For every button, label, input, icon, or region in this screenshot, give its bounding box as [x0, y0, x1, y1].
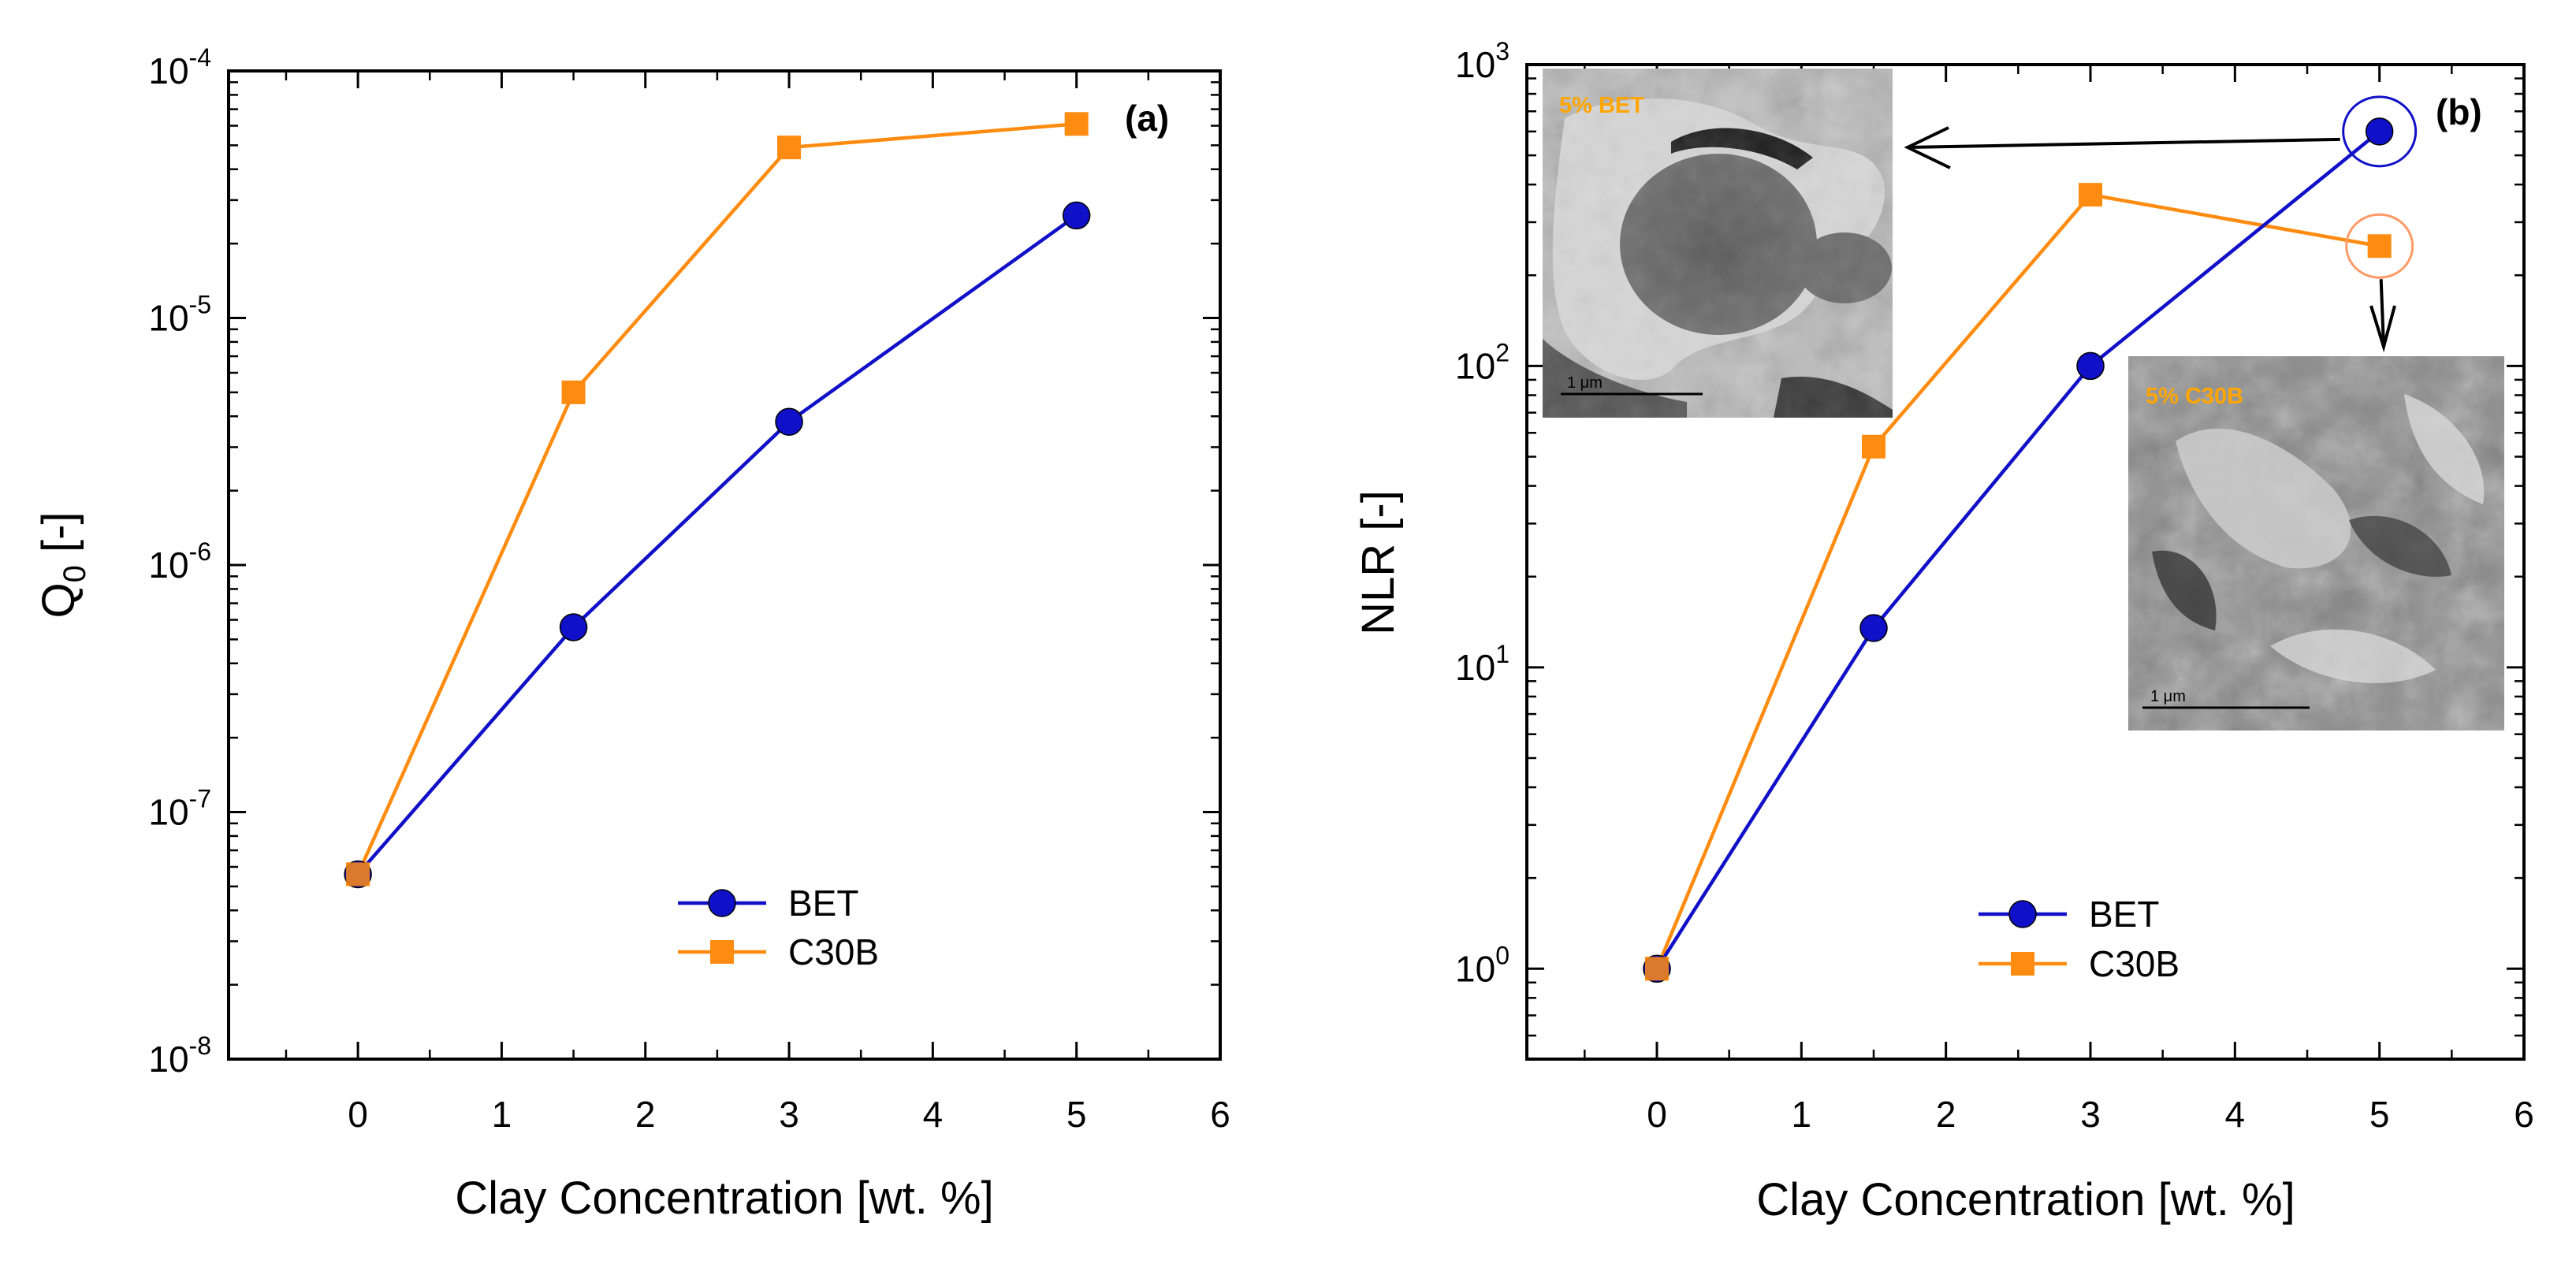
x-tick-label: 4	[2225, 1094, 2246, 1135]
data-point-bet	[2365, 117, 2394, 146]
panel-b-legend: BET C30B	[1979, 894, 2180, 984]
highlight-ring-bet	[2342, 95, 2418, 168]
panel-b-y-axis-title: NLR [-]	[1353, 490, 1404, 635]
panel-a-x-axis-title: Clay Concentration [wt. %]	[455, 1173, 993, 1224]
panel-b-annotations	[1904, 95, 2418, 353]
inset-bet-scale-bar-label: 1 μm	[1567, 374, 1603, 392]
y-tick-label: 10-6	[148, 537, 211, 586]
data-point-c30b	[561, 380, 586, 404]
panel-b-series	[1643, 117, 2394, 983]
legend-marker-bet	[2008, 900, 2037, 928]
legend-label-bet: BET	[788, 883, 858, 924]
data-point-bet	[559, 613, 588, 641]
panel-a-frame	[227, 69, 1222, 1061]
x-tick-label: 1	[1792, 1094, 1812, 1135]
panel-b-x-axis-title: Clay Concentration [wt. %]	[1756, 1174, 2295, 1225]
inset-bet-label: 5% BET	[1559, 93, 1644, 118]
inset-c30b-micrograph: 1 μm 5% C30B	[2128, 356, 2504, 731]
data-point-bet	[775, 407, 803, 436]
y-tick-label: 10-7	[148, 785, 211, 833]
panel-a-y-axis-title-sub: 0	[58, 565, 92, 582]
arrow-head-c30b	[2369, 305, 2396, 353]
x-tick-label: 3	[2080, 1094, 2101, 1135]
panel-b-label: (b)	[2436, 91, 2482, 132]
inset-bet-micrograph: 1 μm 5% BET	[1543, 69, 1893, 418]
legend-marker-c30b	[2011, 952, 2034, 976]
panel-b-y-axis-title-main: NLR	[1353, 544, 1404, 635]
data-point-c30b-origin	[346, 862, 370, 887]
arrow-to-bet-inset	[1907, 137, 2340, 149]
series-line-c30b	[356, 122, 1077, 876]
panel-a-legend: BET C30B	[678, 883, 879, 972]
x-tick-label: 2	[1936, 1094, 1956, 1135]
x-tick-label: 6	[1210, 1094, 1230, 1135]
y-tick-label: 10-5	[148, 291, 211, 339]
data-point-c30b-origin	[1645, 957, 1669, 981]
x-tick-label: 1	[492, 1094, 512, 1135]
series-line-bet	[356, 214, 1078, 876]
data-point-bet	[1859, 614, 1888, 642]
data-point-c30b	[1862, 434, 1885, 459]
arrow-to-c30b-inset	[2379, 279, 2385, 348]
panel-a-y-axis-title-main: Q	[33, 582, 84, 618]
legend-label-c30b: C30B	[788, 931, 879, 972]
panel-a-chart: 0 1 2 3 4 5 6 10-8 10-7 10-6 10-5 10-4 (a) Clay Con…	[33, 43, 1230, 1224]
x-tick-label: 4	[923, 1094, 944, 1135]
panel-b-chart: 0 1 2 3 4 5 6 100 101 102 103 1 μm 5% BET	[1353, 37, 2534, 1225]
y-tick-label: 102	[1455, 338, 1509, 386]
x-tick-label: 5	[1067, 1094, 1087, 1135]
y-tick-label: 100	[1455, 941, 1509, 989]
x-tick-label: 0	[1647, 1094, 1667, 1135]
arrow-head-bet	[1904, 126, 1951, 169]
y-tick-label: 10-8	[148, 1032, 211, 1080]
legend-marker-bet	[708, 889, 736, 917]
highlight-ring-c30b	[2345, 213, 2414, 279]
y-tick-label: 101	[1455, 640, 1509, 688]
panel-b-y-axis-title-tail: [-]	[1353, 490, 1404, 544]
panel-a-ticks: 0 1 2 3 4 5 6 10-8 10-7 10-6 10-5 10-4	[148, 43, 1230, 1135]
x-tick-label: 2	[635, 1094, 656, 1135]
inset-c30b-label: 5% C30B	[2146, 384, 2243, 409]
legend-marker-c30b	[710, 940, 734, 964]
x-tick-label: 5	[2369, 1094, 2390, 1135]
inset-c30b-scale-bar-label: 1 μm	[2150, 688, 2186, 705]
data-point-c30b	[777, 136, 802, 160]
panel-a-y-axis-title: Q0 [-]	[33, 511, 92, 618]
legend-label-c30b: C30B	[2089, 943, 2180, 984]
y-tick-label: 10-4	[148, 43, 211, 91]
panel-a-y-axis-title-tail: [-]	[33, 511, 84, 565]
x-tick-label: 6	[2514, 1094, 2534, 1135]
data-point-c30b	[1064, 112, 1089, 136]
panel-b-frame	[1525, 63, 2526, 1061]
data-point-bet	[1062, 201, 1091, 230]
data-point-c30b	[2079, 183, 2102, 207]
x-tick-label: 0	[348, 1094, 368, 1135]
data-point-bet	[2076, 351, 2105, 381]
legend-label-bet: BET	[2089, 894, 2159, 935]
data-point-c30b	[2367, 234, 2392, 258]
x-tick-label: 3	[779, 1094, 799, 1135]
panel-a-series	[344, 112, 1091, 889]
series-line-bet	[1655, 130, 2381, 970]
y-tick-label: 103	[1455, 37, 1509, 85]
series-line-c30b	[1655, 192, 2381, 970]
panel-a-label: (a)	[1125, 98, 1169, 139]
